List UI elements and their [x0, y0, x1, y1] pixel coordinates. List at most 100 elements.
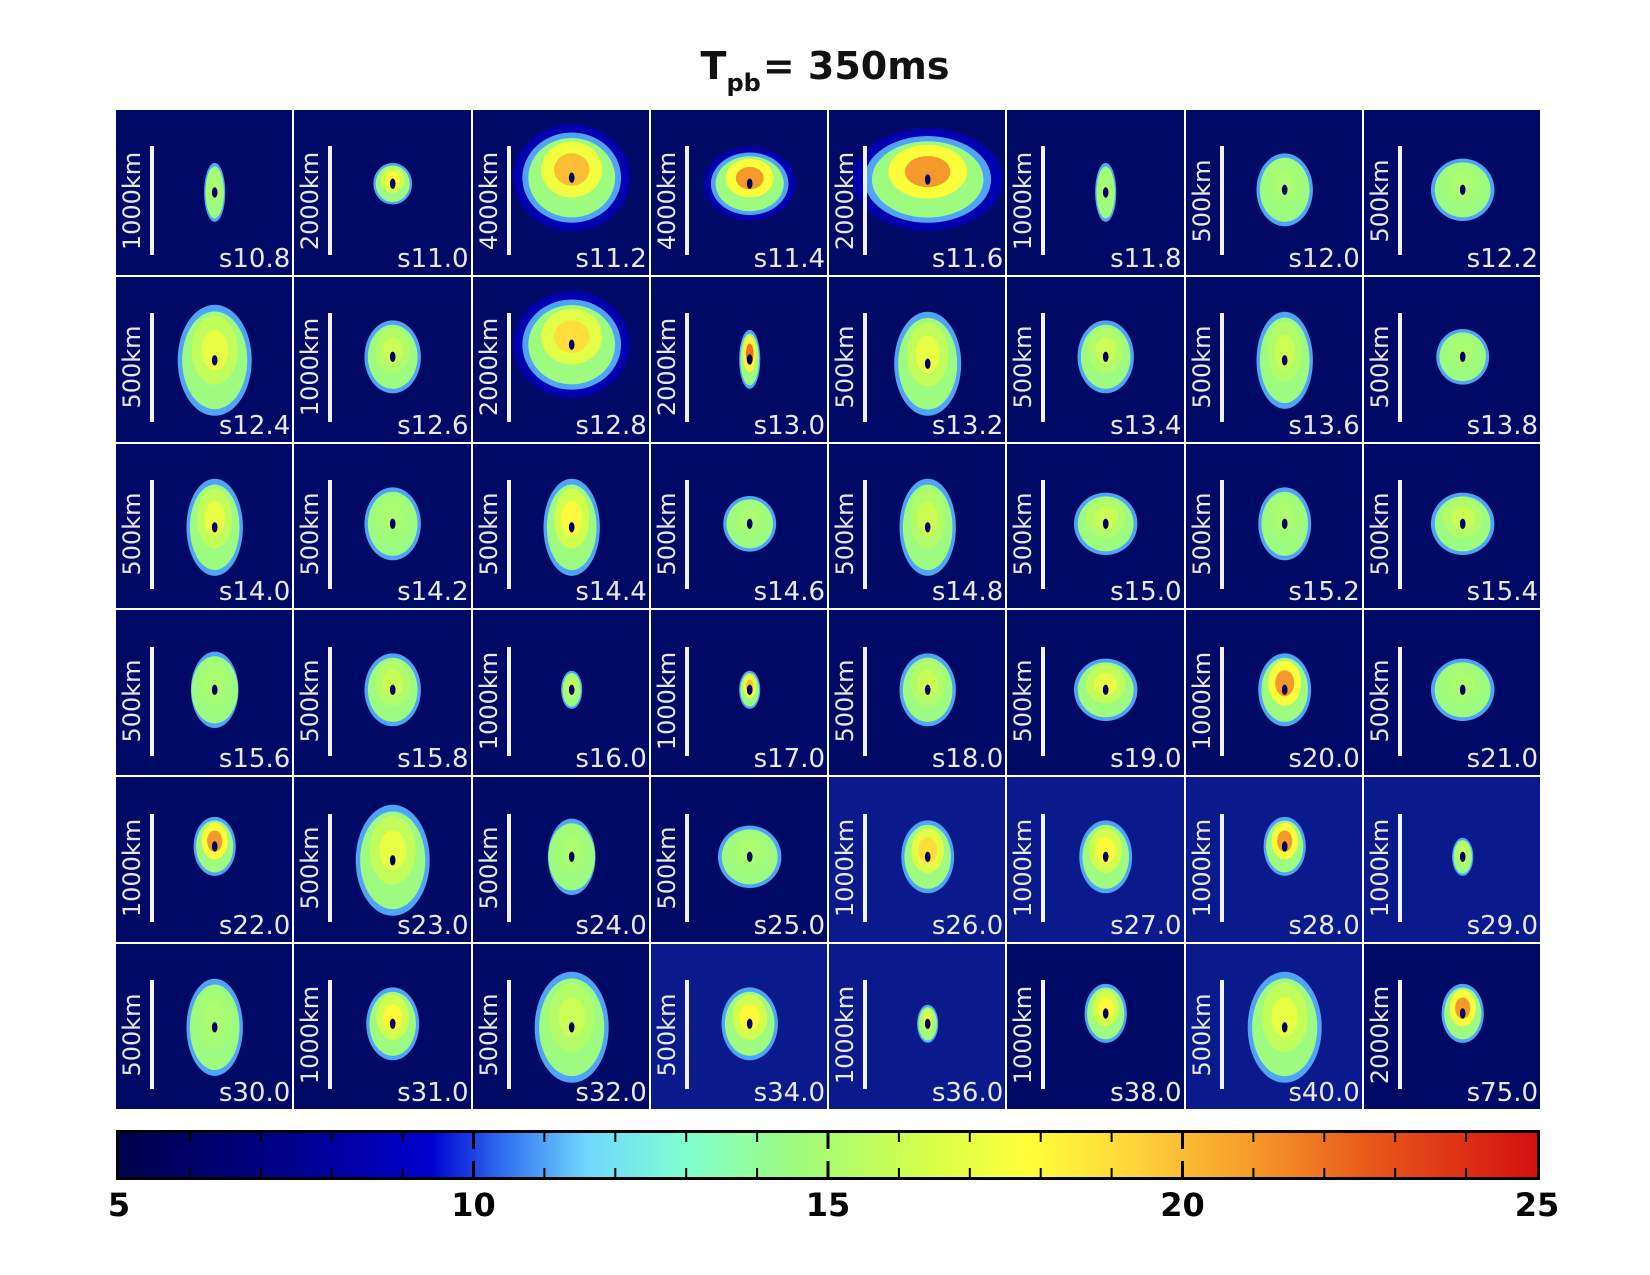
scale-label: 500km [1187, 325, 1216, 410]
pns-core [924, 521, 931, 533]
panel-heatmap [177, 304, 252, 416]
panel-s11-0: 2000km s11.0 [294, 110, 471, 275]
pns-core [390, 518, 396, 529]
panel-heatmap [1441, 984, 1484, 1044]
scale-label: 500km [831, 492, 859, 576]
panel-s12-4: 500km s12.4 [116, 276, 293, 442]
scale-bar [684, 980, 689, 1090]
entropy-contour-3 [1274, 333, 1295, 369]
colorbar-tick-label: 25 [1514, 1186, 1560, 1224]
entropy-contour-3 [738, 840, 761, 863]
scale-label: 500km [1365, 159, 1394, 243]
scale-label: 500km [652, 492, 681, 576]
panel-heatmap [512, 291, 630, 398]
scale-label: 1000km [118, 818, 146, 918]
panel-s15-4: 500km s15.4 [1363, 443, 1540, 609]
panel-heatmap [1451, 838, 1474, 877]
panel-s34-0: 500km s34.0 [650, 944, 827, 1109]
scale-label: 1000km [118, 151, 146, 250]
panel-heatmap [547, 818, 595, 896]
colorbar-tick-label: 20 [1160, 1186, 1205, 1224]
panel-s24-0: 500km s24.0 [472, 777, 649, 943]
model-label: s12.4 [218, 410, 291, 441]
scale-label: 2000km [652, 318, 681, 417]
panel-heatmap [703, 146, 796, 221]
pns-core [924, 358, 931, 369]
panel-heatmap [186, 978, 243, 1077]
entropy-contour-3 [1451, 506, 1474, 530]
pns-core [568, 172, 575, 183]
scale-bar [1397, 980, 1402, 1090]
scale-label: 500km [1187, 159, 1216, 243]
model-label: s13.2 [931, 410, 1004, 441]
panel-heatmap [1074, 659, 1138, 722]
panel-heatmap [723, 495, 776, 552]
model-label: s14.8 [931, 577, 1004, 608]
entropy-contour-3 [1094, 673, 1118, 696]
pns-core [568, 339, 575, 350]
scale-label: 1000km [1187, 818, 1216, 918]
pns-core [211, 1022, 218, 1033]
pns-core [390, 1018, 396, 1030]
pns-core [1459, 518, 1466, 529]
entropy-contour-3 [918, 837, 938, 864]
title-main: T [700, 44, 727, 88]
panel-s15-6: 500km s15.6 [116, 610, 293, 776]
scale-bar [1397, 646, 1402, 756]
panel-s16-0: 1000km s16.0 [472, 610, 649, 776]
pns-core [1281, 184, 1288, 196]
panel-s28-0: 1000km s28.0 [1185, 777, 1362, 943]
model-label: s40.0 [1288, 1077, 1360, 1108]
scale-bar [328, 646, 333, 756]
colorbar-tick-label: 15 [805, 1186, 851, 1224]
pns-core [211, 187, 218, 198]
entropy-contour-3 [383, 1004, 403, 1031]
model-label: s15.0 [1110, 577, 1182, 608]
model-label: s14.4 [575, 577, 647, 608]
model-label: s23.0 [397, 911, 469, 942]
pns-core [1103, 685, 1109, 696]
scale-bar [1397, 479, 1402, 589]
scale-label: 500km [1009, 492, 1038, 576]
scale-bar [150, 479, 154, 589]
panel-s13-0: 2000km s13.0 [650, 276, 827, 442]
model-label: s13.0 [753, 410, 825, 441]
scale-label: 500km [1365, 325, 1394, 410]
pns-core [1281, 685, 1288, 696]
entropy-contour-3 [917, 670, 938, 697]
panel-heatmap [204, 162, 226, 222]
scale-bar [1219, 980, 1224, 1090]
model-label: s27.0 [1110, 911, 1182, 942]
model-label: s24.0 [575, 911, 647, 942]
scale-label: 500km [652, 826, 681, 910]
panel-heatmap [512, 124, 630, 231]
panel-heatmap [1257, 487, 1311, 560]
model-label: s15.2 [1288, 577, 1360, 608]
panel-heatmap [1077, 320, 1135, 394]
model-label: s12.2 [1466, 243, 1538, 274]
panel-heatmap [190, 652, 239, 729]
entropy-contour-3 [382, 503, 404, 531]
pns-core [211, 521, 218, 533]
scale-label: 1000km [1365, 818, 1394, 918]
panel-s30-0: 500km s30.0 [116, 944, 293, 1109]
panel-grid: 1000km s10.8 2000km s11.0 4000km s11.2 4000km s… [116, 110, 1540, 1109]
model-label: s29.0 [1466, 911, 1538, 942]
title-subscript: pb [726, 69, 761, 97]
entropy-contour-3 [1096, 837, 1116, 864]
scale-bar [150, 313, 154, 422]
panel-s13-2: 500km s13.2 [829, 276, 1006, 442]
pns-core [568, 685, 575, 696]
entropy-contour-3 [553, 320, 589, 353]
scale-label: 500km [118, 492, 146, 576]
panel-heatmap [1095, 162, 1117, 222]
scale-bar [1041, 313, 1046, 422]
model-label: s25.0 [753, 911, 825, 942]
scale-label: 500km [1009, 659, 1038, 743]
panel-s27-0: 1000km s27.0 [1007, 777, 1184, 943]
panel-heatmap [543, 478, 600, 576]
scale-label: 1000km [474, 651, 503, 751]
panel-heatmap [1263, 817, 1306, 877]
scale-label: 500km [831, 659, 859, 743]
model-label: s15.4 [1466, 577, 1538, 608]
